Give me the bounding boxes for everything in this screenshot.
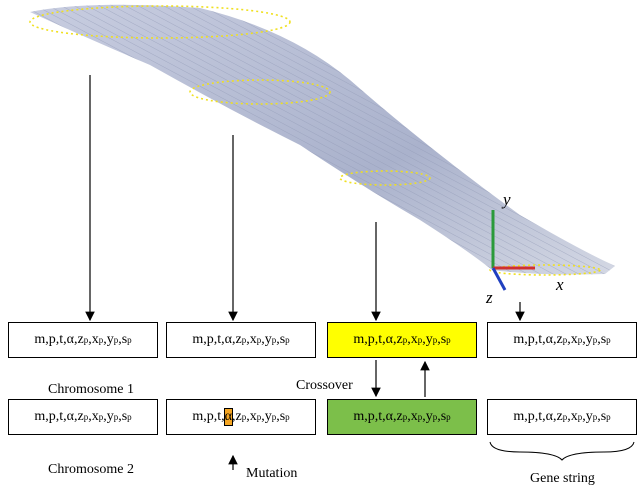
gene-text: ,s [597,409,606,425]
gene-text: ,s [276,332,285,348]
gene-text: ,x [88,332,99,348]
gene-text: ,x [407,409,418,425]
gene-text: ,y [261,409,272,425]
subscript: p [285,412,290,422]
row-label: Chromosome 2 [48,462,134,478]
gene-text: ,s [437,332,446,348]
gene-text: m,p,t,α,z [353,409,402,425]
mutated-gene: α [225,409,232,425]
gene-text: ,z [232,409,242,425]
gene-text: ,y [261,332,272,348]
subscript: p [446,335,451,345]
gene-text: m,p,t,α,z [513,332,562,348]
row-label: Chromosome 1 [48,382,134,398]
gene-text: m,p,t,α,z [34,332,83,348]
gene-text: ,x [88,409,99,425]
gene-text: m,p,t,α,z [353,332,402,348]
subscript: p [127,412,132,422]
gene-text: ,x [246,409,257,425]
subscript: p [127,335,132,345]
gene-text: ,x [407,332,418,348]
diagram: y x z Chromosome 1 Chromosome 2 Crossove… [0,0,641,492]
wing [30,5,615,275]
gene-text: ,y [422,409,433,425]
label: Crossover [296,378,353,394]
gene-text: ,s [118,409,127,425]
brace [490,442,634,460]
gene-text: ,y [582,332,593,348]
gene-text: ,s [437,409,446,425]
axis-label: z [485,288,493,307]
gene-text: ,s [597,332,606,348]
gene-text: ,y [103,409,114,425]
gene-text: ,y [422,332,433,348]
label: Gene string [530,471,595,487]
axis-label: y [501,190,511,209]
axis-label: x [555,275,564,294]
gene-text: m,p,t,α,z [513,409,562,425]
gene-text: ,x [567,332,578,348]
gene-text: ,y [582,409,593,425]
gene-text: m,p,t, [192,409,224,425]
gene-text: ,x [246,332,257,348]
gene-text: m,p,t,α,z [34,409,83,425]
gene-text: ,s [276,409,285,425]
subscript: p [285,335,290,345]
gene-text: m,p,t,α,z [192,332,241,348]
gene-text: ,y [103,332,114,348]
label: Mutation [246,466,297,482]
subscript: p [606,412,611,422]
gene-text: ,s [118,332,127,348]
subscript: p [606,335,611,345]
gene-text: ,x [567,409,578,425]
subscript: p [446,412,451,422]
